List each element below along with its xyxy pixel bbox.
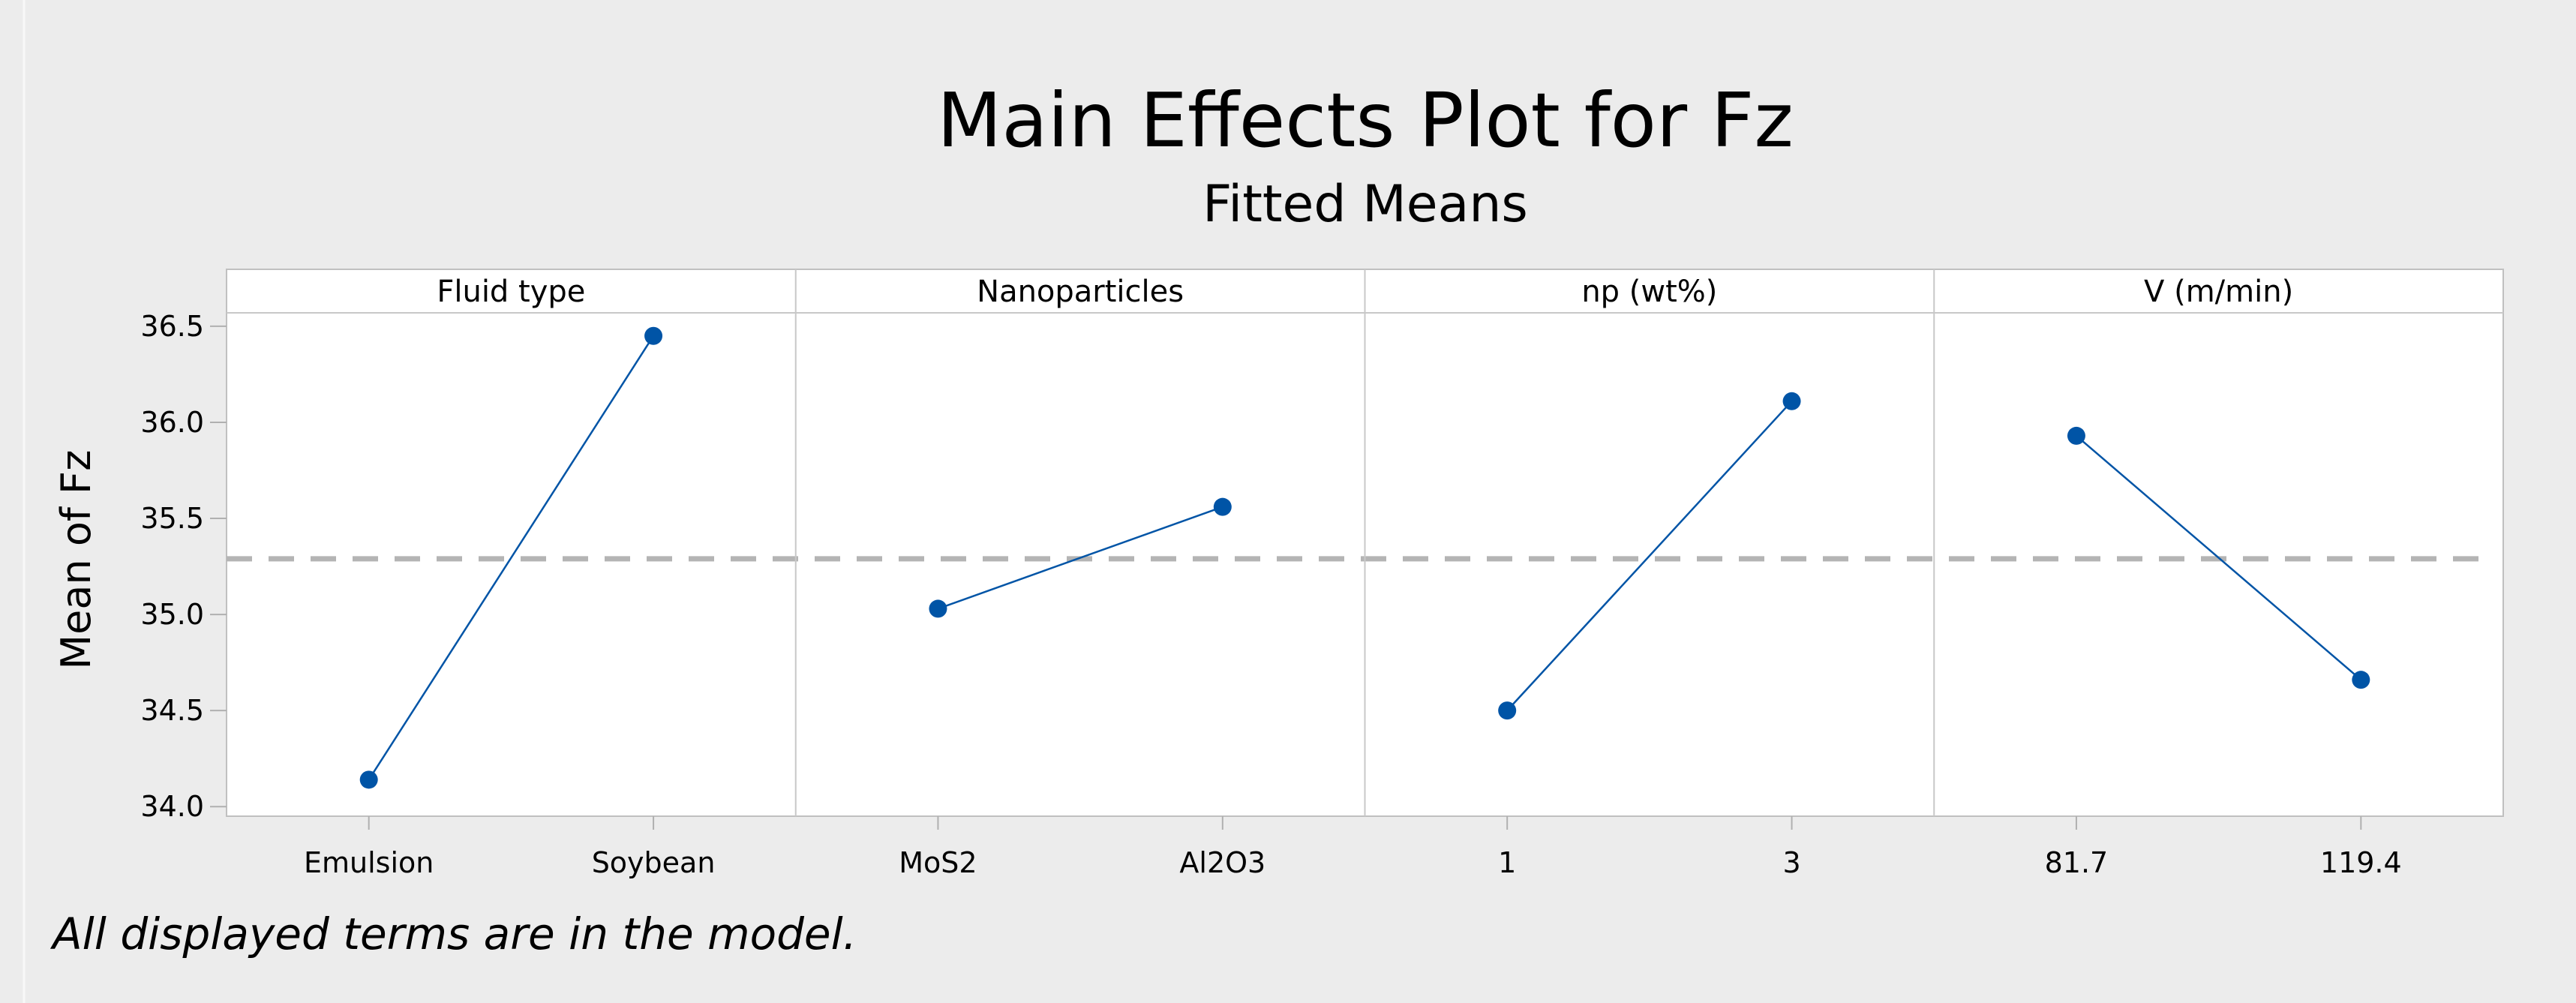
effect-line xyxy=(368,335,655,781)
data-point xyxy=(1782,392,1801,410)
x-tick-label: MoS2 xyxy=(899,846,977,879)
y-tick-label: 36.5 xyxy=(140,310,204,343)
x-tick-label: 81.7 xyxy=(2045,846,2109,879)
data-point xyxy=(2067,426,2085,445)
x-tick-label: Soybean xyxy=(592,846,716,879)
panel-label: np (wt%) xyxy=(1581,275,1717,309)
data-point xyxy=(1498,701,1517,720)
data-point xyxy=(2352,671,2370,689)
y-axis-label: Mean of Fz xyxy=(53,450,100,670)
footnote: All displayed terms are in the model. xyxy=(50,908,857,959)
x-tick-label: Al2O3 xyxy=(1179,846,1265,879)
y-tick-label: 36.0 xyxy=(140,406,204,439)
data-point xyxy=(644,326,663,345)
y-tick-label: 34.5 xyxy=(140,694,204,727)
panel-label: V (m/min) xyxy=(2144,275,2293,309)
panel-label: Fluid type xyxy=(437,275,585,309)
x-tick-label: 3 xyxy=(1782,846,1800,879)
chart-subtitle: Fitted Means xyxy=(1202,175,1528,234)
data-point xyxy=(1213,497,1232,516)
x-tick-label: Emulsion xyxy=(304,846,434,879)
data-point xyxy=(929,599,947,618)
effect-line xyxy=(1506,400,1793,711)
panel-label: Nanoparticles xyxy=(977,275,1184,309)
data-point xyxy=(359,770,378,789)
effect-line xyxy=(938,506,1223,610)
x-tick-label: 119.4 xyxy=(2320,846,2402,879)
y-tick-label: 35.0 xyxy=(140,598,204,631)
x-tick-label: 1 xyxy=(1498,846,1516,879)
plot-area: 34.0 34.5 35.0 35.5 36.0 36.5 Fluid type Emulsi… xyxy=(140,269,2504,879)
chart-title: Main Effects Plot for Fz xyxy=(937,77,1794,164)
effect-line xyxy=(2076,434,2362,681)
y-tick-label: 35.5 xyxy=(140,502,204,535)
y-tick-label: 34.0 xyxy=(140,790,204,823)
